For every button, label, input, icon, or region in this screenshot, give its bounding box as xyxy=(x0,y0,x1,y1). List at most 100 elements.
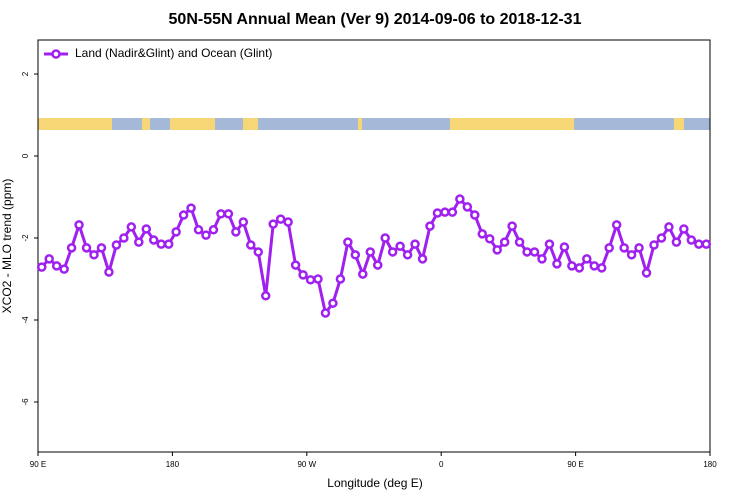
y-tick-label: -4 xyxy=(21,316,30,324)
data-point xyxy=(335,274,346,284)
data-point xyxy=(440,207,450,217)
data-point xyxy=(238,217,249,227)
data-point xyxy=(619,243,629,253)
data-point xyxy=(582,254,592,264)
data-point xyxy=(186,203,196,213)
data-point xyxy=(51,261,62,271)
data-point xyxy=(477,229,488,239)
data-point xyxy=(59,264,69,274)
x-tick-label: 90 E xyxy=(567,460,583,469)
data-point xyxy=(626,250,637,260)
data-point xyxy=(134,237,144,247)
data-point xyxy=(163,239,174,249)
data-point xyxy=(499,237,510,247)
data-point xyxy=(290,260,301,270)
data-point xyxy=(537,254,547,264)
data-point xyxy=(223,209,234,219)
data-point xyxy=(283,217,293,227)
data-point xyxy=(44,254,54,264)
data-point xyxy=(372,260,383,270)
data-point xyxy=(447,207,458,217)
data-point xyxy=(387,247,398,257)
data-point xyxy=(208,225,219,235)
data-point xyxy=(686,235,697,245)
data-point xyxy=(395,241,405,251)
x-tick-label: 0 xyxy=(439,460,444,469)
data-point xyxy=(634,243,644,253)
data-point xyxy=(522,247,532,257)
data-point xyxy=(275,214,286,224)
y-tick-label: -6 xyxy=(21,398,30,406)
legend-label: Land (Nadir&Glint) and Ocean (Glint) xyxy=(75,46,272,60)
data-point xyxy=(119,233,129,243)
data-point xyxy=(126,222,137,232)
data-point xyxy=(66,243,77,253)
data-point xyxy=(156,239,166,249)
data-point xyxy=(656,233,667,243)
data-point xyxy=(320,308,331,318)
data-point xyxy=(552,259,562,269)
data-point xyxy=(111,240,122,250)
data-point xyxy=(328,298,338,308)
data-point xyxy=(611,220,622,230)
data-point xyxy=(694,239,704,249)
data-point xyxy=(514,237,525,247)
data-point xyxy=(313,274,323,284)
data-point xyxy=(141,224,152,234)
x-tick-label: 180 xyxy=(703,460,717,469)
data-point xyxy=(231,227,241,237)
data-point xyxy=(81,243,92,253)
data-point xyxy=(178,210,189,220)
data-point xyxy=(380,233,390,243)
data-point xyxy=(641,268,652,278)
data-point xyxy=(74,220,84,230)
data-point xyxy=(402,250,413,260)
data-point xyxy=(664,222,674,232)
x-tick-label: 90 W xyxy=(297,460,316,469)
data-point xyxy=(358,269,368,279)
data-point xyxy=(574,263,585,273)
data-point xyxy=(432,208,443,218)
data-point xyxy=(36,262,47,272)
data-point xyxy=(193,225,204,235)
series-line xyxy=(40,196,707,317)
data-point xyxy=(596,263,607,273)
data-point xyxy=(148,235,159,245)
data-point xyxy=(462,202,473,212)
data-point xyxy=(425,221,435,231)
y-tick-label: 0 xyxy=(21,153,30,158)
data-point xyxy=(649,240,659,250)
data-point xyxy=(96,243,107,253)
data-point xyxy=(604,243,614,253)
data-point xyxy=(589,261,600,271)
data-point xyxy=(260,291,271,301)
y-tick-label: -2 xyxy=(21,234,30,242)
data-point xyxy=(253,247,264,257)
data-point xyxy=(171,227,181,237)
data-point xyxy=(343,237,353,247)
data-point xyxy=(529,247,540,257)
data-point xyxy=(559,242,570,252)
data-point xyxy=(417,254,428,264)
data-point xyxy=(350,250,361,260)
data-point xyxy=(104,267,114,277)
data-point xyxy=(410,239,420,249)
data-point xyxy=(216,209,226,219)
x-axis-label: Longitude (deg E) xyxy=(327,476,422,490)
data-point xyxy=(507,221,517,231)
data-point xyxy=(671,237,682,247)
data-point xyxy=(567,261,577,271)
x-tick-label: 90 E xyxy=(30,460,46,469)
data-point xyxy=(201,230,211,240)
chart-title: 50N-55N Annual Mean (Ver 9) 2014-09-06 t… xyxy=(169,11,582,28)
data-point xyxy=(492,245,502,255)
y-axis-label: XCO2 - MLO trend (ppm) xyxy=(0,179,14,314)
land-ocean-strip xyxy=(38,118,710,130)
data-point xyxy=(268,219,278,229)
data-point xyxy=(544,239,555,249)
y-tick-label: 2 xyxy=(21,71,30,76)
data-point xyxy=(701,239,712,249)
legend-marker xyxy=(51,49,61,59)
data-point xyxy=(298,270,308,280)
data-point xyxy=(89,250,99,260)
